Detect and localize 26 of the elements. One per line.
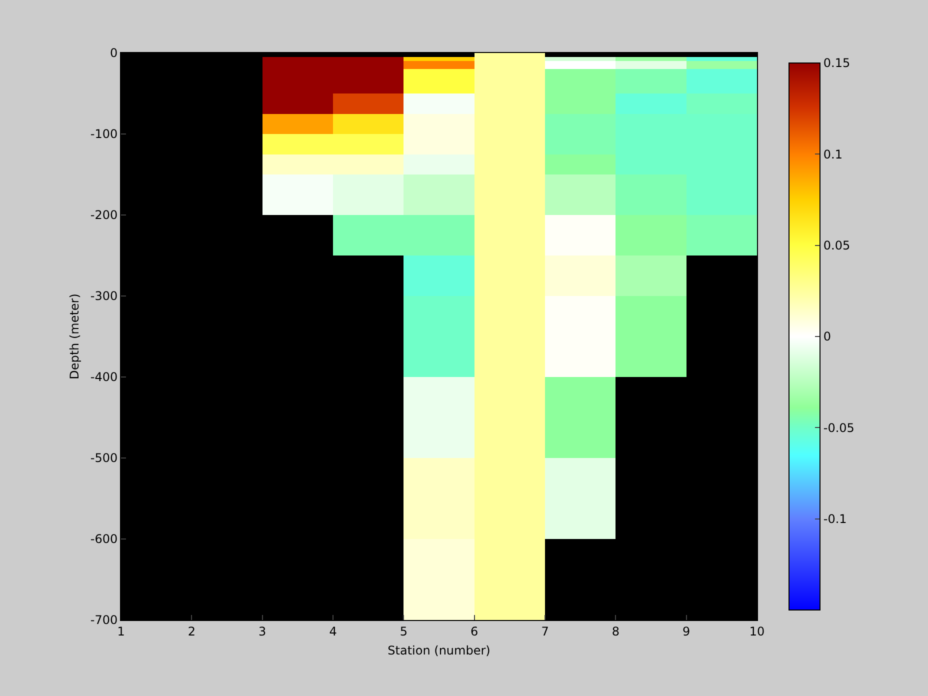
x-tick-label: 1 — [117, 624, 125, 638]
y-tick-label: -400 — [90, 370, 118, 384]
y-axis-title: Depth (meter) — [68, 294, 82, 380]
color-bar-label: 0.05 — [823, 238, 850, 253]
x-tick-label: 5 — [400, 624, 408, 638]
color-bar-label: -0.1 — [823, 512, 847, 526]
y-tick-label: 0 — [110, 46, 118, 60]
x-tick-label: 10 — [749, 624, 765, 638]
x-tick-label: 8 — [612, 624, 620, 638]
y-tick-label: -700 — [90, 613, 118, 628]
x-tick-label: 7 — [541, 624, 549, 638]
x-axis-title: Station (number) — [388, 643, 490, 658]
color-bar-label: 0 — [823, 330, 832, 344]
y-tick-label: -200 — [90, 208, 118, 222]
x-tick-label: 3 — [258, 624, 266, 638]
color-bar-label: 0.15 — [823, 56, 850, 70]
y-tick-label: -500 — [90, 451, 118, 466]
x-tick-label: 9 — [682, 624, 690, 638]
x-tick-label: 2 — [188, 624, 196, 638]
y-tick-label: -600 — [90, 532, 118, 546]
y-tick-label: -100 — [90, 127, 118, 142]
y-tick-label: -300 — [90, 289, 118, 304]
x-tick-label: 4 — [329, 624, 337, 638]
color-bar-label: 0.1 — [823, 147, 842, 162]
color-bar-label: -0.05 — [823, 420, 854, 435]
x-tick-label: 6 — [470, 624, 478, 638]
